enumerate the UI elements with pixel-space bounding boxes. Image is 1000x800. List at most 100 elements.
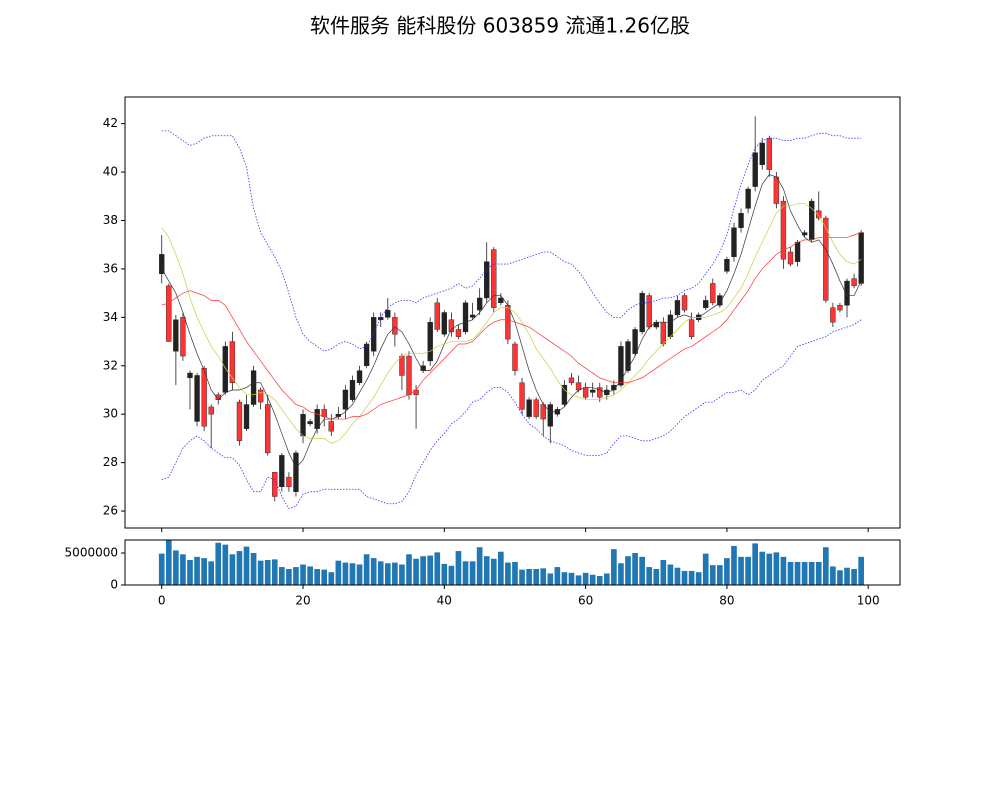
candle-body [392,317,398,335]
volume-bar [794,561,801,585]
volume-bar [243,546,250,585]
indicator-line [161,232,862,420]
candle-body [363,343,370,366]
volume-bar [745,556,751,585]
candle-body [561,384,568,405]
volume-bar [158,553,165,585]
candle-body [476,297,483,311]
volume-bar [250,552,257,585]
volume-bar [448,565,455,585]
candle-body [526,399,532,417]
volume-bar [611,549,617,585]
candle-body [208,406,214,415]
candle-body [759,142,765,165]
volume-bar [469,561,476,585]
candle-body [257,389,264,403]
volume-bar [660,560,667,585]
volume-bar [695,572,702,585]
candle-body [356,370,363,383]
candle-body [342,389,349,410]
volume-bar [279,567,285,585]
candle-body [632,329,638,354]
y-tick-label: 32 [103,358,118,372]
candle-body [229,341,236,383]
y-tick-label: 0 [110,578,118,592]
volume-bar [215,542,222,585]
volume-bar [321,569,328,585]
y-tick-label: 30 [103,407,118,421]
candle-body [830,307,836,323]
candle-body [681,295,688,311]
volume-bar [222,544,229,585]
volume-bar [738,556,744,585]
candle-body [406,355,412,396]
volume-bar [858,556,864,585]
candle-body [653,321,659,328]
indicator-line [161,174,862,469]
candle-body [498,297,504,304]
candle-body [646,295,652,328]
volume-bar [618,563,624,585]
volume-bar [717,565,723,585]
volume-bar [801,561,808,585]
volume-bar [427,555,434,585]
volume-bar [724,558,730,585]
volume-bar [681,570,688,585]
candle-body [851,278,857,287]
x-tick-label: 60 [578,594,593,608]
volume-bar [180,554,186,585]
volume-bar [582,572,589,585]
plot-frame [124,539,901,586]
volume-bar [377,561,384,585]
candle-body [201,367,207,427]
volume-bar [575,575,582,585]
volume-bar [667,564,674,585]
volume-bar [603,573,610,585]
volume-bar [674,567,681,585]
candle-body [469,314,476,318]
volume-bar [780,556,787,585]
volume-bar [844,567,850,585]
candle-body [674,300,681,316]
candle-body [717,295,723,306]
volume-bar [519,569,525,585]
y-tick-label: 5000000 [65,545,118,559]
candle-body [328,421,334,432]
volume-bar [165,540,172,585]
plot-frame [124,96,901,529]
candle-body [307,421,313,425]
volume-bar [688,570,695,585]
volume-bar [625,556,631,585]
candle-body [794,242,801,262]
volume-bar [420,556,426,585]
volume-bar [476,547,483,585]
candle-body [823,217,829,301]
candle-body [484,261,490,299]
candle-body [187,372,193,379]
volume-bar [540,568,547,585]
volume-bar [187,560,193,585]
volume-bar [632,552,638,585]
candle-body [434,302,440,330]
volume-bar [547,573,554,585]
candle-body [625,341,631,371]
candle-body [427,321,433,362]
candle-body [512,343,518,371]
candle-body [568,377,575,383]
candle-body [745,188,751,209]
volume-bar [392,562,398,585]
volume-bar [349,563,356,585]
y-tick-label: 36 [103,261,118,275]
volume-bar [851,568,857,585]
candle-body [766,137,772,170]
volume-bar [815,561,822,585]
volume-bar [759,551,766,585]
candle-body [533,399,539,417]
volume-bar [194,556,200,585]
volume-bar [639,556,645,585]
volume-bar [709,565,716,585]
volume-bar [830,566,836,585]
y-tick-label: 34 [103,310,118,324]
volume-bar [208,561,215,585]
